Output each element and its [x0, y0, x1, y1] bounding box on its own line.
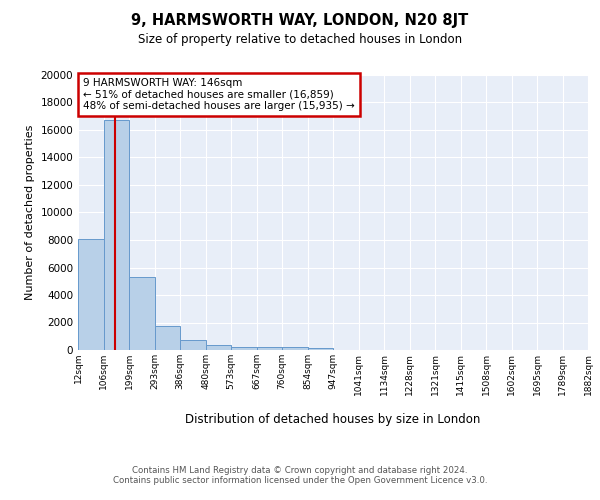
Text: 9, HARMSWORTH WAY, LONDON, N20 8JT: 9, HARMSWORTH WAY, LONDON, N20 8JT: [131, 12, 469, 28]
Text: Contains HM Land Registry data © Crown copyright and database right 2024.
Contai: Contains HM Land Registry data © Crown c…: [113, 466, 487, 485]
Bar: [257, 347, 282, 350]
Bar: [155, 326, 180, 350]
Bar: [129, 277, 155, 350]
Bar: [206, 345, 231, 350]
Bar: [308, 348, 333, 350]
Y-axis label: Number of detached properties: Number of detached properties: [25, 125, 35, 300]
Bar: [104, 120, 129, 350]
Text: Distribution of detached houses by size in London: Distribution of detached houses by size …: [185, 412, 481, 426]
Text: Size of property relative to detached houses in London: Size of property relative to detached ho…: [138, 32, 462, 46]
Text: 9 HARMSWORTH WAY: 146sqm
← 51% of detached houses are smaller (16,859)
48% of se: 9 HARMSWORTH WAY: 146sqm ← 51% of detach…: [83, 78, 355, 111]
Bar: [282, 347, 308, 350]
Bar: [231, 346, 257, 350]
Bar: [180, 340, 206, 350]
Bar: [78, 238, 104, 350]
